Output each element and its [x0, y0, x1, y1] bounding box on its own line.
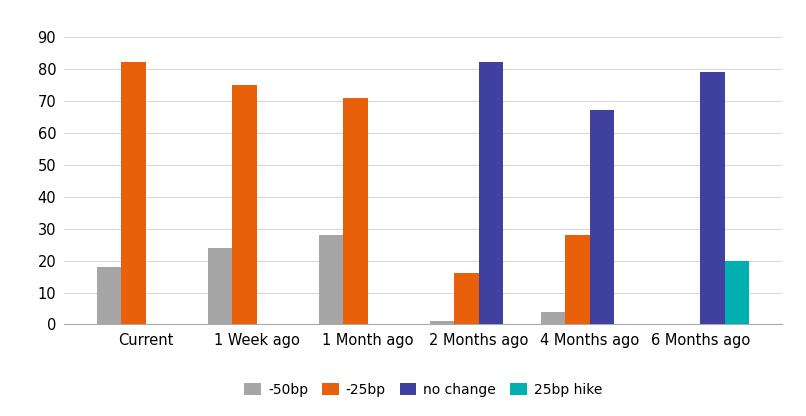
Bar [97, 267, 122, 324]
Bar [343, 97, 368, 324]
Bar [455, 273, 479, 324]
Legend: -50bp, -25bp, no change, 25bp hike: -50bp, -25bp, no change, 25bp hike [239, 377, 608, 402]
Bar [725, 260, 750, 324]
Bar [122, 62, 146, 324]
Bar [479, 62, 503, 324]
Bar [541, 312, 565, 324]
Bar [589, 110, 614, 324]
Bar [430, 321, 455, 324]
Bar [319, 235, 343, 324]
Bar [565, 235, 589, 324]
Bar [232, 85, 257, 324]
Bar [208, 248, 232, 324]
Bar [700, 72, 725, 324]
